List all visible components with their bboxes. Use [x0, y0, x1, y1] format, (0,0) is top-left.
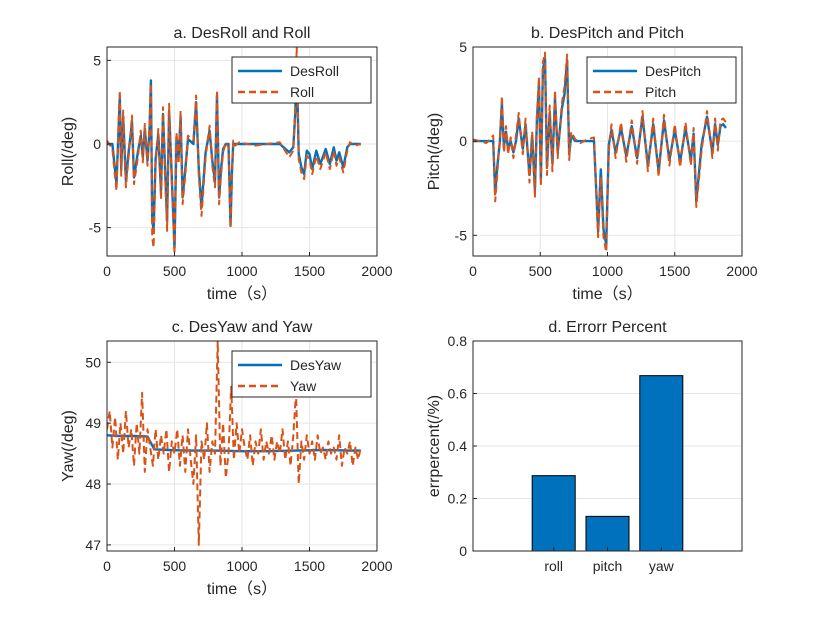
legend: DesYaw Yaw	[231, 350, 372, 398]
y-axis-label: Roll(/deg)	[60, 117, 77, 186]
x-tick-label: 2000	[361, 263, 392, 279]
bar-pitch	[585, 515, 630, 552]
legend-label: Yaw	[290, 378, 317, 394]
series-line-pitch	[473, 51, 727, 254]
x-tick-label: 0	[103, 263, 111, 279]
x-tick-label: 500	[163, 558, 187, 574]
legend-box	[586, 56, 737, 104]
legend-label: DesPitch	[645, 63, 701, 79]
x-tick-label: pitch	[593, 558, 623, 574]
y-tick-label: 0.4	[448, 438, 468, 454]
chart-title: b. DesPitch and Pitch	[531, 25, 684, 42]
y-tick-label: -5	[455, 227, 468, 243]
chart-title: c. DesYaw and Yaw	[172, 319, 313, 336]
legend-box	[231, 56, 372, 104]
legend: DesPitch Pitch	[586, 56, 737, 104]
x-tick-label: 1500	[294, 263, 325, 279]
y-tick-label: 0	[459, 543, 467, 559]
x-tick-label: 500	[163, 263, 187, 279]
legend: DesRoll Roll	[231, 56, 372, 104]
chart-roll: -5 0 5 0 500 1000 1500 2000 time（s） a. DesRoll an…	[60, 25, 393, 303]
y-tick-label: 5	[459, 39, 467, 55]
y-tick-label: 5	[93, 52, 101, 68]
y-tick-label: 47	[85, 537, 101, 553]
x-tick-label: 0	[469, 263, 477, 279]
legend-label: DesRoll	[290, 63, 339, 79]
x-tick-label: 1000	[226, 263, 257, 279]
y-axis-label: Pitch(/deg)	[426, 113, 443, 190]
y-tick-label: -5	[89, 220, 102, 236]
legend-box	[231, 350, 372, 398]
y-tick-label: 0.2	[448, 491, 468, 507]
legend-label: DesYaw	[290, 357, 342, 373]
y-tick-label: 0	[459, 133, 467, 149]
x-tick-label: roll	[544, 558, 563, 574]
x-tick-label: 500	[529, 263, 553, 279]
chart-err: roll pitch yaw 0 0.2 0.4 0.6 0.8 d. Errorr Perce…	[426, 319, 743, 574]
bar-yaw	[639, 375, 684, 552]
x-tick-label: 2000	[726, 263, 757, 279]
x-axis-label: time（s）	[572, 285, 642, 303]
y-tick-label: 50	[85, 354, 101, 370]
y-tick-label: 48	[85, 476, 101, 492]
legend-label: Pitch	[645, 84, 676, 100]
y-tick-label: 49	[85, 415, 101, 431]
x-tick-label: 1500	[659, 263, 690, 279]
bar-roll	[531, 475, 576, 552]
x-axis-label: time（s）	[207, 285, 277, 303]
series-line-yaw	[107, 341, 362, 546]
x-tick-label: 2000	[361, 558, 392, 574]
chart-title: a. DesRoll and Roll	[174, 25, 311, 42]
x-axis-label: time（s）	[207, 580, 277, 598]
y-tick-label: 0	[93, 136, 101, 152]
y-tick-label: 0.6	[448, 386, 468, 402]
x-tick-label: 1000	[226, 558, 257, 574]
y-axis-label: Yaw(/deg)	[60, 410, 77, 482]
y-axis-label: errpercent(/%)	[426, 395, 443, 497]
chart-pitch: -5 0 5 0 500 1000 1500 2000 time（s） b. DesPitch a…	[426, 25, 758, 303]
x-tick-label: 1500	[294, 558, 325, 574]
legend-label: Roll	[290, 84, 314, 100]
x-tick-label: yaw	[649, 558, 675, 574]
y-tick-label: 0.8	[448, 333, 468, 349]
x-tick-label: 0	[103, 558, 111, 574]
x-tick-label: 1000	[592, 263, 623, 279]
series-line-roll	[107, 47, 362, 256]
chart-title: d. Errorr Percent	[548, 319, 667, 336]
